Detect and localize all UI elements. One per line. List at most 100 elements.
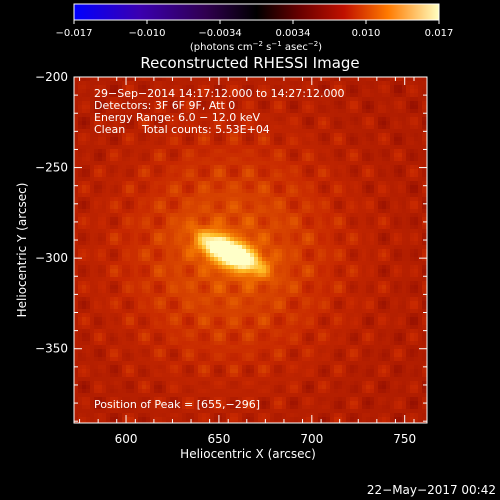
heatmap-cell (134, 249, 138, 253)
heatmap-cell (270, 253, 274, 257)
heatmap-cell (178, 249, 182, 253)
heatmap-cell (154, 173, 158, 177)
heatmap-cell (382, 169, 386, 173)
heatmap-cell (210, 261, 214, 265)
heatmap-cell (270, 177, 274, 181)
heatmap-cell (418, 221, 422, 225)
heatmap-cell (362, 201, 366, 205)
heatmap-cell (414, 241, 418, 245)
heatmap-cell (142, 189, 146, 193)
heatmap-cell (402, 237, 406, 241)
heatmap-cell (326, 181, 330, 185)
heatmap-cell (290, 257, 294, 261)
heatmap-cell (194, 261, 198, 265)
heatmap-cell (122, 241, 126, 245)
heatmap-cell (110, 101, 114, 105)
heatmap-cell (270, 89, 274, 93)
heatmap-cell (194, 289, 198, 293)
heatmap-cell (242, 205, 246, 209)
heatmap-cell (258, 217, 262, 221)
heatmap-cell (314, 81, 318, 85)
heatmap-cell (386, 77, 390, 81)
heatmap-cell (370, 117, 374, 121)
heatmap-cell (342, 249, 346, 253)
heatmap-cell (378, 209, 382, 213)
heatmap-cell (102, 281, 106, 285)
heatmap-cell (246, 281, 250, 285)
heatmap-cell (238, 145, 242, 149)
heatmap-cell (154, 269, 158, 273)
heatmap-cell (250, 277, 254, 281)
heatmap-cell (214, 213, 218, 217)
heatmap-cell (90, 165, 94, 169)
heatmap-cell (230, 197, 234, 201)
heatmap-cell (90, 101, 94, 105)
heatmap-cell (274, 129, 278, 133)
heatmap-cell (194, 157, 198, 161)
heatmap-cell (122, 109, 126, 113)
heatmap-cell (398, 181, 402, 185)
heatmap-cell (394, 89, 398, 93)
heatmap-cell (250, 105, 254, 109)
heatmap-cell (78, 117, 82, 121)
heatmap-cell (382, 145, 386, 149)
heatmap-cell (418, 173, 422, 177)
heatmap-cell (98, 89, 102, 93)
heatmap-cell (350, 101, 354, 105)
heatmap-cell (198, 245, 202, 249)
heatmap-cell (410, 177, 414, 181)
heatmap-cell (362, 89, 366, 93)
heatmap-cell (350, 249, 354, 253)
heatmap-cell (186, 173, 190, 177)
heatmap-cell (398, 249, 402, 253)
heatmap-cell (114, 153, 118, 157)
heatmap-cell (294, 229, 298, 233)
heatmap-cell (270, 153, 274, 157)
heatmap-cell (230, 185, 234, 189)
heatmap-cell (246, 85, 250, 89)
heatmap-cell (142, 221, 146, 225)
heatmap-cell (386, 105, 390, 109)
heatmap-cell (350, 297, 354, 301)
heatmap-cell (150, 285, 154, 289)
heatmap-cell (238, 185, 242, 189)
heatmap-cell (310, 229, 314, 233)
heatmap-cell (378, 125, 382, 129)
heatmap-cell (286, 185, 290, 189)
heatmap-cell (142, 121, 146, 125)
heatmap-cell (250, 237, 254, 241)
heatmap-cell (110, 141, 114, 145)
heatmap-cell (170, 97, 174, 101)
heatmap-cell (362, 81, 366, 85)
heatmap-cell (158, 181, 162, 185)
heatmap-cell (274, 245, 278, 249)
heatmap-cell (326, 77, 330, 81)
heatmap-cell (162, 129, 166, 133)
heatmap-cell (86, 201, 90, 205)
heatmap-cell (162, 269, 166, 273)
heatmap-cell (246, 293, 250, 297)
heatmap-cell (266, 197, 270, 201)
heatmap-cell (134, 113, 138, 117)
heatmap-cell (78, 85, 82, 89)
heatmap-cell (126, 269, 130, 273)
heatmap-cell (134, 261, 138, 265)
heatmap-cell (226, 85, 230, 89)
heatmap-cell (306, 289, 310, 293)
heatmap-cell (350, 161, 354, 165)
heatmap-cell (82, 109, 86, 113)
heatmap-cell (82, 261, 86, 265)
heatmap-cell (390, 93, 394, 97)
heatmap-cell (138, 121, 142, 125)
heatmap-cell (402, 245, 406, 249)
heatmap-cell (298, 153, 302, 157)
heatmap-cell (270, 189, 274, 193)
heatmap-cell (318, 209, 322, 213)
heatmap-cell (362, 109, 366, 113)
heatmap-cell (186, 249, 190, 253)
heatmap-cell (398, 261, 402, 265)
heatmap-cell (242, 173, 246, 177)
heatmap-cell (398, 285, 402, 289)
heatmap-cell (422, 105, 426, 109)
heatmap-cell (174, 253, 178, 257)
